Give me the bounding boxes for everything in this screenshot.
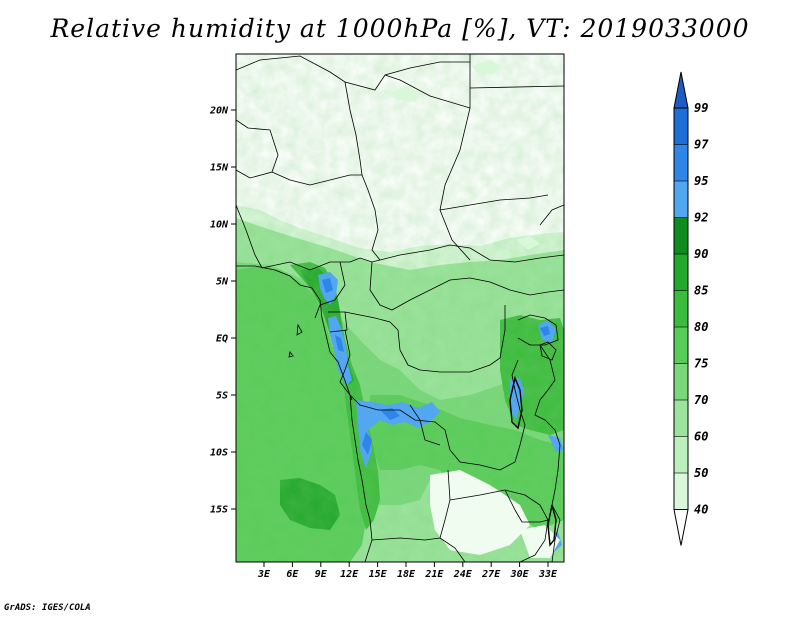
lon-tick-label: 21E [424,569,444,580]
credit-text: GrADS: IGES/COLA [4,603,91,613]
colorbar-label: 95 [694,174,708,188]
colorbar-under-triangle [673,509,689,546]
colorbar-segment [674,254,688,291]
country-borders [236,54,564,562]
map-title: Relative humidity at 1000hPa [%], VT: 20… [50,14,750,43]
colorbar-label: 40 [694,503,708,517]
lon-tick-label: 18E [397,569,416,580]
dry-patch-south [430,470,530,555]
lon-tick-label: 3E [257,569,271,580]
dry-patch-southeast [520,525,560,558]
humidity-field-north-speck [472,60,502,74]
latitude-axis: 20N 15N 10N 5N EQ 5S 10S 15S [209,106,236,516]
colorbar-segment [674,217,688,254]
map-frame [235,53,565,563]
colorbar-segment [674,436,688,473]
lon-tick-label: 15E [369,569,388,580]
colorbar-label: 92 [694,211,708,225]
colorbar-legend: 99 97 95 92 90 85 80 75 70 60 50 40 [673,71,709,546]
humidity-field-ne-speck [516,236,540,250]
colorbar-over-triangle [673,71,689,109]
colorbar-label: 90 [694,247,708,261]
colorbar-frame [673,107,689,510]
colorbar-label: 80 [694,320,708,334]
lon-tick-label: 12E [340,569,359,580]
lat-tick-label: 5N [216,277,229,288]
colorbar-label: 75 [694,357,708,371]
colorbar-segment [674,290,688,327]
colorbar-segment [674,363,688,400]
colorbar-segment [674,108,688,145]
colorbar-label: 70 [694,393,708,407]
lat-tick-label: 15N [210,163,229,174]
lat-tick-label: 5S [216,391,228,402]
map-area [236,54,564,562]
colorbar-segment [674,327,688,364]
lon-tick-label: 24E [453,569,473,580]
lat-tick-label: 10S [210,448,228,459]
lon-tick-label: 30E [510,569,530,580]
colorbar-segment [674,181,688,218]
humidity-field-north-speck [390,86,420,102]
humidity-97-patches [322,278,550,455]
colorbar-segment [674,144,688,181]
colorbar-label: 97 [694,138,709,152]
longitude-axis: 3E 6E 9E 12E 15E 18E 21E 24E 27E 30E 33E [257,562,558,580]
colorbar-label: 85 [694,284,708,298]
lat-tick-label: 20N [209,106,229,117]
colorbar-label: 50 [694,466,708,480]
colorbar-segment [674,473,688,510]
lat-tick-label: 10N [210,220,229,231]
colorbar-segment [674,400,688,437]
colorbar-label: 99 [694,101,708,115]
lon-tick-label: 27E [481,569,501,580]
colorbar-label: 60 [694,430,708,444]
lat-tick-label: 15S [210,505,228,516]
lon-tick-label: 6E [286,569,299,580]
lat-tick-label: EQ [216,334,228,345]
lon-tick-label: 33E [538,569,558,580]
lon-tick-label: 9E [315,569,328,580]
